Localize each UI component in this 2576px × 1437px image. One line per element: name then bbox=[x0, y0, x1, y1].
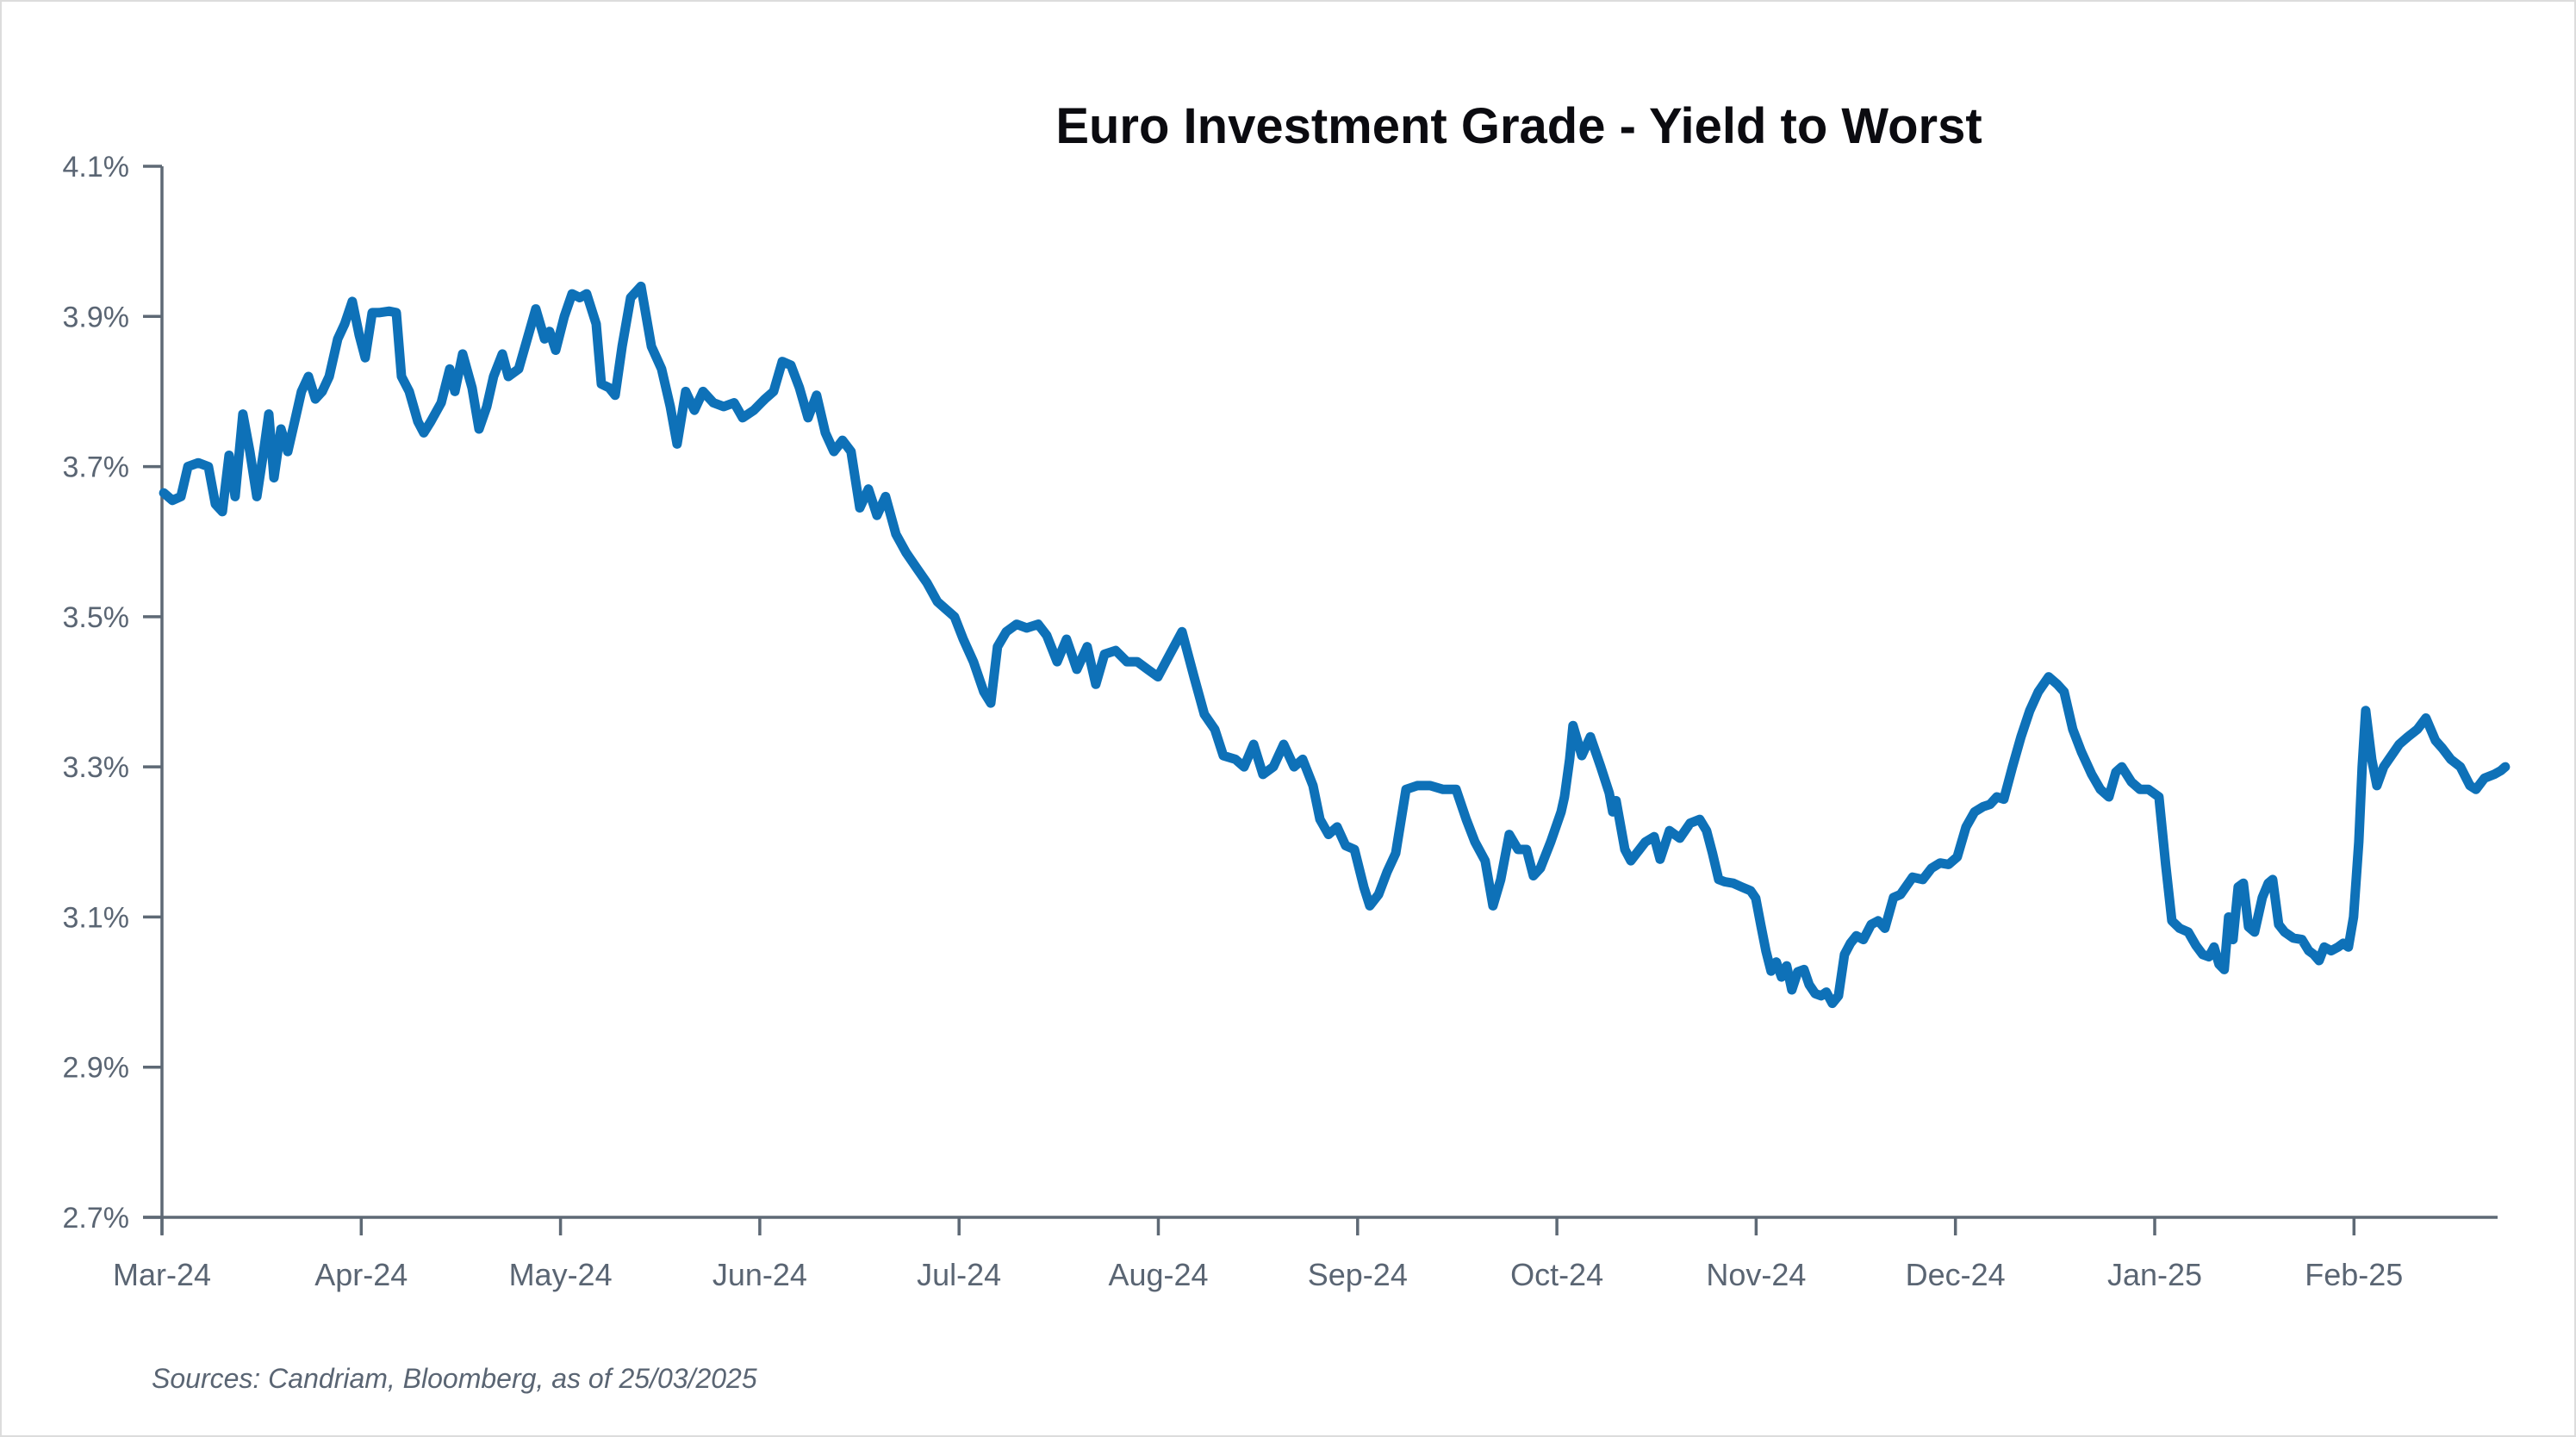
x-axis-ticks bbox=[160, 1217, 2356, 1235]
x-tick-label: May-24 bbox=[509, 1257, 613, 1292]
x-axis-labels: Mar-24 Apr-24 May-24 Jun-24 Jul-24 Aug-24 Sep-… bbox=[113, 1257, 2403, 1292]
chart-title: Euro Investment Grade - Yield to Worst bbox=[1055, 97, 1982, 154]
x-tick-label: Dec-24 bbox=[1906, 1257, 2006, 1292]
y-axis-labels: 4.1% 3.9% 3.7% 3.5% 3.3% 3.1% 2.9% 2.7% bbox=[63, 151, 130, 1235]
axes bbox=[143, 166, 2498, 1235]
x-tick-label: Apr-24 bbox=[314, 1257, 408, 1292]
y-tick-label: 3.3% bbox=[63, 751, 130, 784]
y-tick-label: 3.7% bbox=[63, 451, 130, 484]
x-tick-label: Feb-25 bbox=[2305, 1257, 2403, 1292]
y-tick-label: 2.9% bbox=[63, 1052, 130, 1085]
x-tick-label: Jun-24 bbox=[712, 1257, 807, 1292]
y-tick-label: 4.1% bbox=[63, 151, 130, 184]
source-note: Sources: Candriam, Bloomberg, as of 25/0… bbox=[152, 1363, 757, 1394]
y-tick-label: 2.7% bbox=[63, 1202, 130, 1235]
x-tick-label: Jul-24 bbox=[917, 1257, 1001, 1292]
y-axis-ticks bbox=[143, 165, 162, 1219]
y-tick-label: 3.5% bbox=[63, 601, 130, 634]
y-tick-label: 3.9% bbox=[63, 301, 130, 333]
x-tick-label: Nov-24 bbox=[1706, 1257, 1806, 1292]
x-tick-label: Sep-24 bbox=[1308, 1257, 1408, 1292]
x-tick-label: Mar-24 bbox=[113, 1257, 211, 1292]
x-tick-label: Jan-25 bbox=[2107, 1257, 2202, 1292]
x-tick-label: Aug-24 bbox=[1108, 1257, 1208, 1292]
x-tick-label: Oct-24 bbox=[1510, 1257, 1603, 1292]
yield-line bbox=[159, 281, 2511, 1009]
y-tick-label: 3.1% bbox=[63, 901, 130, 934]
